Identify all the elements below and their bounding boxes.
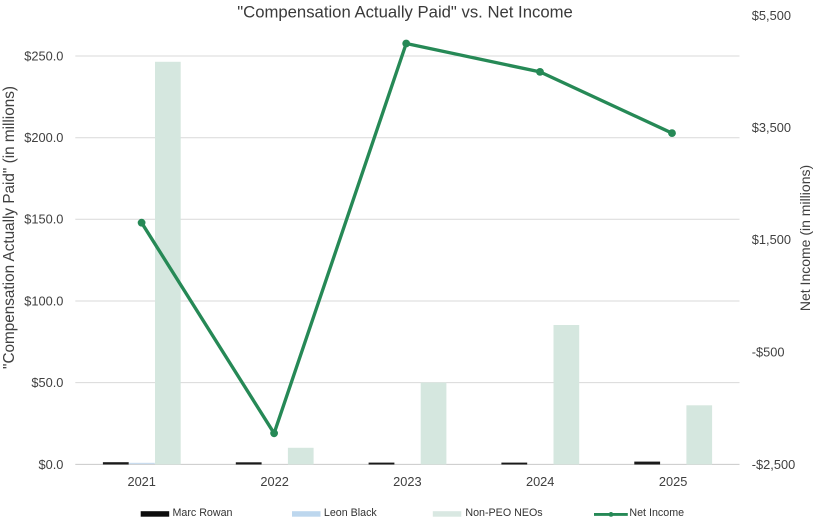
svg-text:"Compensation Actually Paid" (: "Compensation Actually Paid" (in million… [1, 86, 18, 369]
svg-text:$5,500: $5,500 [752, 8, 791, 23]
svg-text:$250.0: $250.0 [24, 48, 63, 63]
svg-text:Leon Black: Leon Black [324, 507, 378, 519]
svg-text:$200.0: $200.0 [24, 130, 63, 145]
svg-text:Marc Rowan: Marc Rowan [173, 507, 233, 519]
svg-text:Net Income: Net Income [629, 507, 684, 519]
svg-text:2024: 2024 [526, 474, 554, 489]
svg-text:$3,500: $3,500 [752, 120, 791, 135]
svg-text:Non-PEO NEOs: Non-PEO NEOs [465, 507, 542, 519]
svg-text:"Compensation Actually Paid" v: "Compensation Actually Paid" vs. Net Inc… [237, 2, 573, 21]
svg-text:$50.0: $50.0 [31, 375, 63, 390]
svg-text:$1,500: $1,500 [752, 232, 791, 247]
svg-text:$0.0: $0.0 [38, 457, 63, 472]
svg-text:-$2,500: -$2,500 [752, 457, 795, 472]
svg-text:$150.0: $150.0 [24, 212, 63, 227]
svg-text:2025: 2025 [659, 474, 687, 489]
svg-text:Net Income (in millions): Net Income (in millions) [797, 165, 813, 311]
svg-text:2023: 2023 [393, 474, 421, 489]
svg-text:2022: 2022 [260, 474, 288, 489]
svg-text:$100.0: $100.0 [24, 293, 63, 308]
svg-text:-$500: -$500 [752, 345, 785, 360]
svg-text:2021: 2021 [127, 474, 155, 489]
